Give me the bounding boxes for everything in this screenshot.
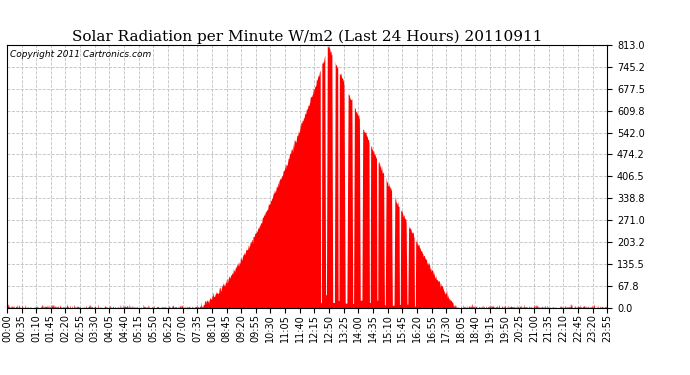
Title: Solar Radiation per Minute W/m2 (Last 24 Hours) 20110911: Solar Radiation per Minute W/m2 (Last 24…	[72, 30, 542, 44]
Text: Copyright 2011 Cartronics.com: Copyright 2011 Cartronics.com	[10, 50, 151, 59]
